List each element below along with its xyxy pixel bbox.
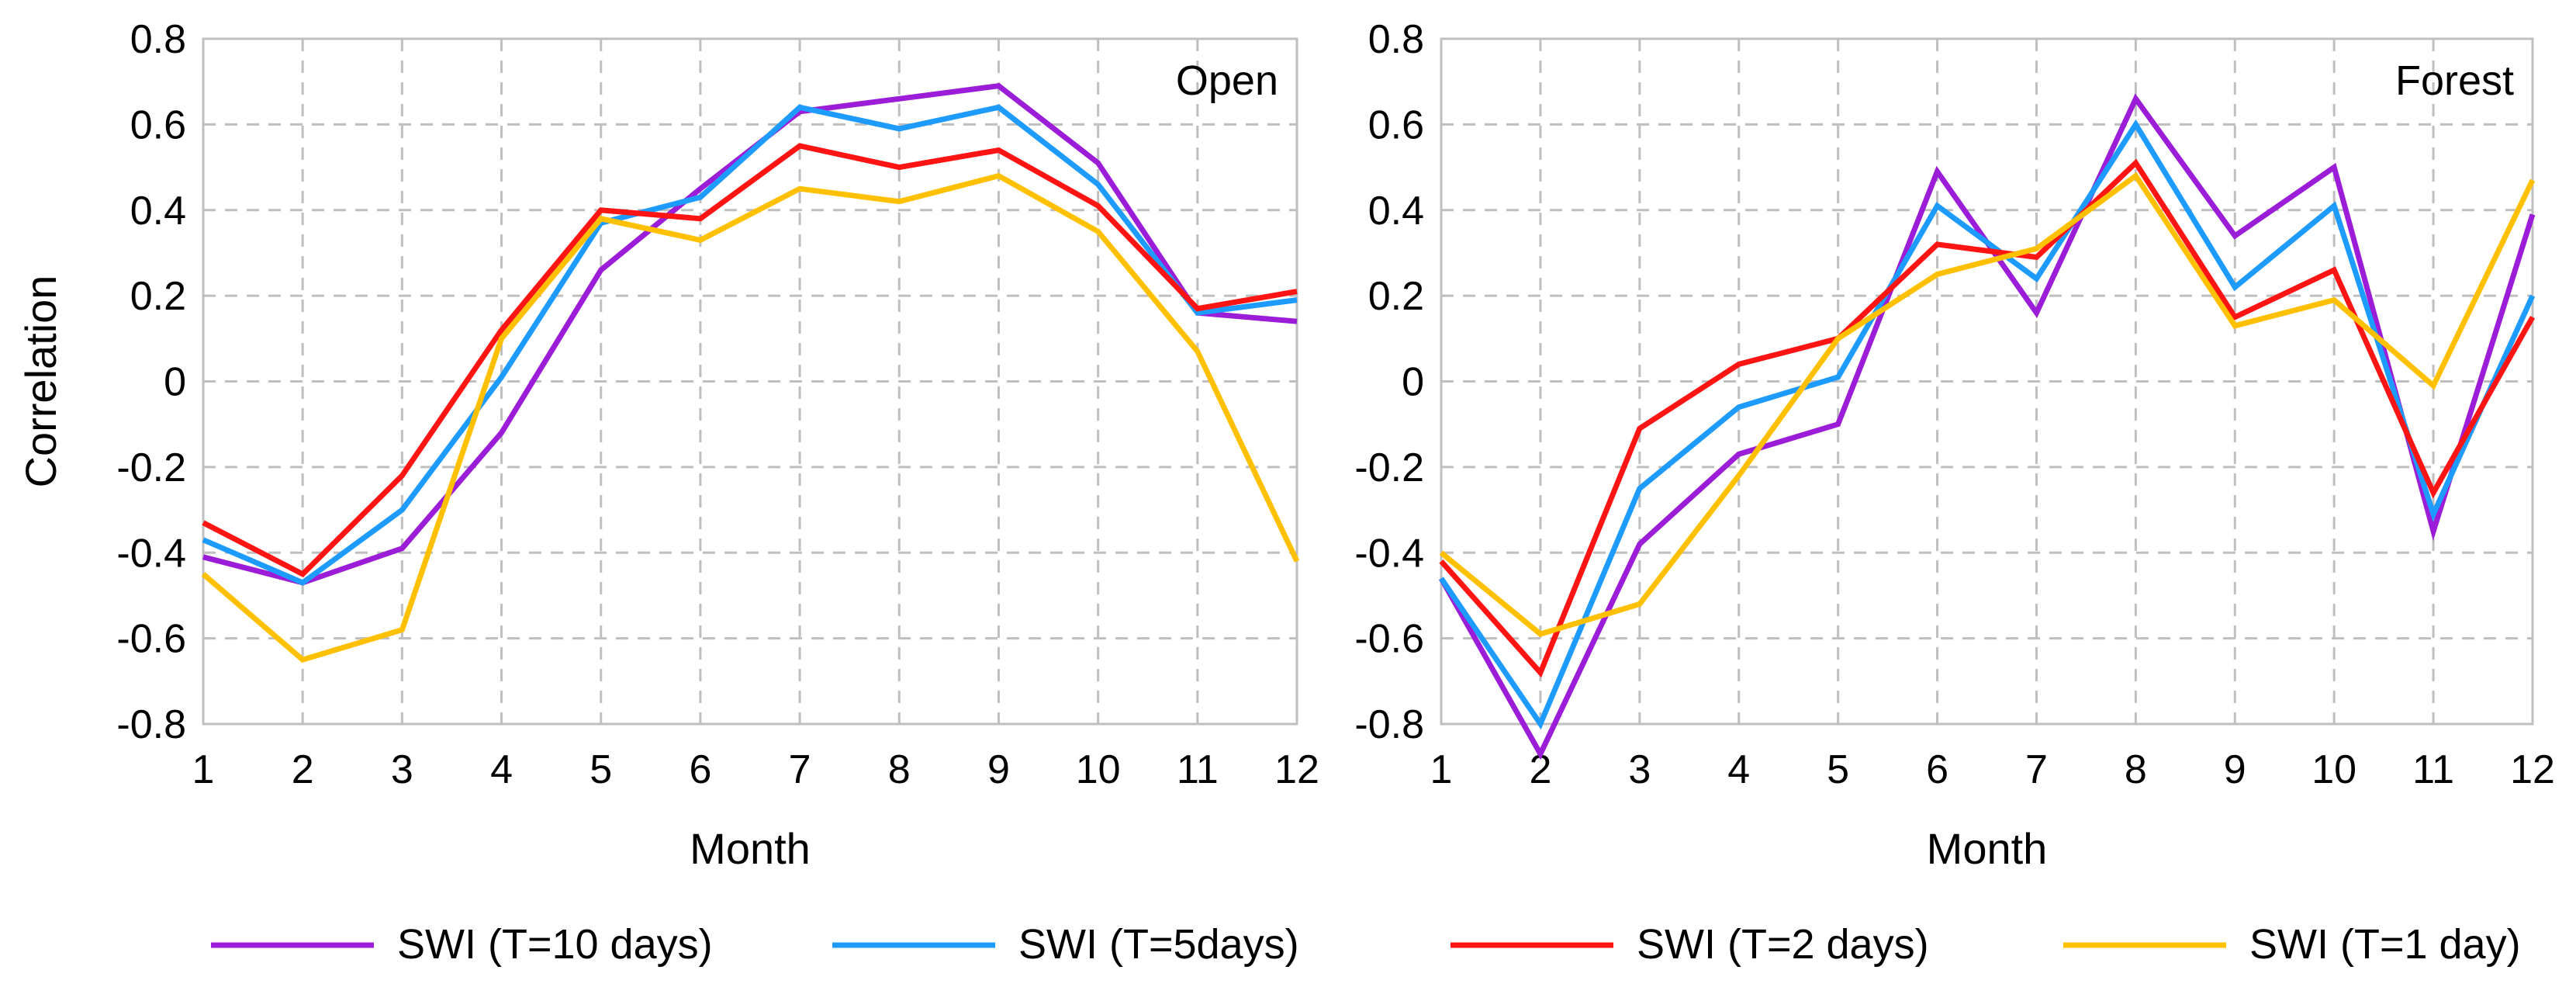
x-tick-label: 2 [292,747,314,792]
plot-frame [202,37,1298,726]
legend-label-swi-t-1-day: SWI (T=1 day) [2249,921,2521,968]
x-tick-label: 7 [2025,747,2048,792]
y-tick-label: -0.2 [116,445,186,490]
x-tick-label: 12 [1274,747,1319,792]
y-tick-label: -0.8 [116,702,186,747]
panel-open: 0.80.60.40.20-0.2-0.4-0.6-0.81 2 3 4 5 6 7 8 9 10… [16,17,1319,873]
y-tick-label: -0.4 [1354,531,1424,576]
x-axis-title: Month [1927,824,2048,873]
series-line-swi-t-1-day [201,172,1300,663]
legend-label-swi-t-2-days: SWI (T=2 days) [1637,921,1929,968]
x-tick-label: 1 [192,747,215,792]
y-axis-title: Correlation [16,275,65,488]
y-tick-label: 0.2 [130,274,186,319]
series-line-swi-t-10-days [1438,93,2536,760]
y-tick-label: 0.4 [1368,189,1424,234]
x-tick-label: 11 [2412,747,2454,792]
series-line-swi-t-5days [202,104,1298,586]
x-tick-label: 9 [987,747,1010,792]
y-tick-label: -0.6 [116,617,186,662]
y-tick-label: 0.6 [1368,102,1424,147]
x-tick-label: 5 [590,747,612,792]
x-tick-label: 1 [1430,747,1453,792]
x-tick-label: 8 [888,747,911,792]
y-tick-label: -0.2 [1354,445,1424,490]
x-tick-label: 3 [1628,747,1651,792]
y-tick-label: -0.8 [1354,702,1424,747]
x-tick-label: 3 [391,747,413,792]
y-tick-label: 0.6 [130,102,186,147]
x-tick-label: 11 [1177,747,1219,792]
x-tick-label: 9 [2224,747,2246,792]
y-tick-label: 0 [164,360,186,405]
x-tick-label: 4 [1727,747,1750,792]
x-tick-label: 10 [2311,747,2356,792]
series-line-swi-t-2-days [202,143,1298,578]
y-tick-label: 0.4 [130,189,186,234]
series-line-swi-t-1-day [1439,171,2536,637]
x-axis-title: Month [690,824,811,873]
y-tick-label: -0.4 [116,531,186,576]
x-tick-label: 6 [1926,747,1948,792]
series-line-swi-t-5days [1439,119,2536,730]
y-tick-label: -0.6 [1354,617,1424,662]
legend: SWI (T=10 days) SWI (T=5days) SWI (T=2 day… [211,921,2521,968]
y-tick-label: 0.8 [1368,17,1424,62]
y-tick-label: 0.2 [1368,274,1424,319]
x-tick-label: 8 [2125,747,2147,792]
y-tick-label: 0 [1402,360,1424,405]
x-tick-label: 10 [1076,747,1121,792]
x-tick-label: 12 [2510,747,2555,792]
legend-label-swi-t-5days: SWI (T=5days) [1018,921,1299,968]
x-tick-label: 4 [490,747,513,792]
panel-title: Forest [2395,57,2514,104]
series-line-swi-t-2-days [1439,158,2536,678]
plot-frame [1440,37,2534,726]
x-tick-label: 5 [1827,747,1849,792]
panel-title: Open [1176,57,1278,104]
legend-label-swi-t-10-days: SWI (T=10 days) [397,921,713,968]
x-tick-label: 6 [689,747,711,792]
y-tick-label: 0.8 [130,17,186,62]
panel-forest: 0.8 0.6 0.4 0.2 0 -0.2 -0.4 -0.6 -0.8 1 2 3 4 5 6 7 8 9 10… [1354,17,2555,873]
x-tick-label: 7 [789,747,811,792]
